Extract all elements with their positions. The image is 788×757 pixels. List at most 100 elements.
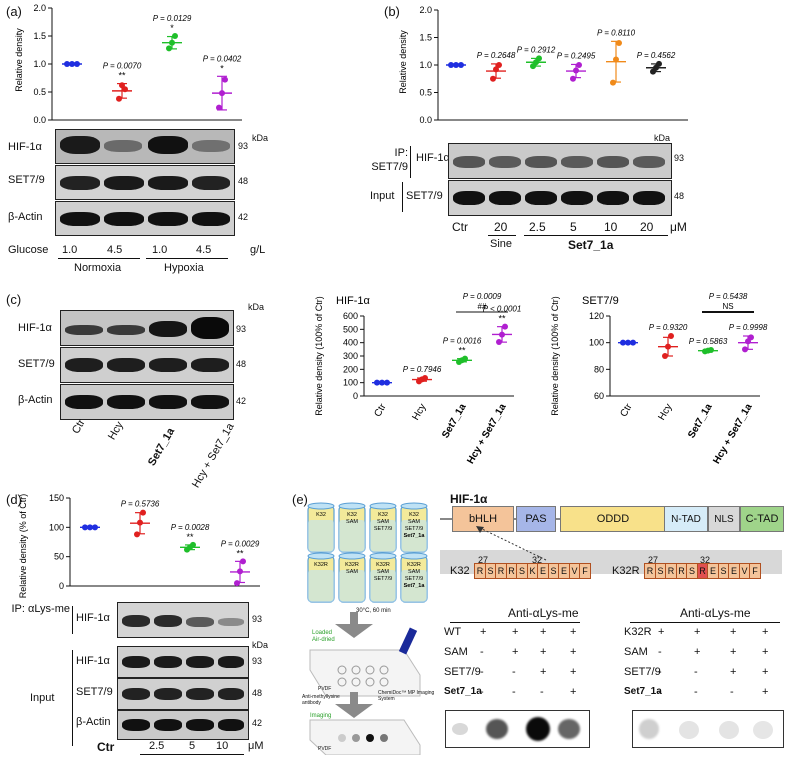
lane-d-ctr: Ctr (97, 740, 115, 754)
condition-mark: + (694, 646, 701, 658)
axes-d: 0 50 100 150 Relative density (% of Ctr) (18, 493, 260, 598)
data-point (87, 524, 93, 531)
data-point (496, 339, 502, 345)
lane-c-hcy: Hcy (106, 419, 126, 442)
glucose-3: 1.0 (152, 244, 168, 256)
axes-c1: 0 100 200 300 400 500 600 Relative density (100… (314, 296, 514, 416)
imaging-system-label: ChemiDoc™ MP Imaging System (378, 690, 435, 702)
data-point (748, 334, 754, 341)
comparison: NSP = 0.5438 (702, 292, 754, 313)
data-point (64, 61, 70, 67)
condition-mark: + (540, 626, 547, 638)
data-point (662, 353, 668, 359)
panel-label-e: (e) (292, 492, 308, 507)
air-dried-label: Air-dried (312, 637, 335, 643)
tube-label: SAM (346, 569, 358, 575)
data-point (620, 339, 626, 346)
data-point (384, 379, 390, 386)
series-4: P = 0.8110 (597, 28, 636, 86)
y-tick-label: 200 (343, 364, 358, 374)
condition-mark: + (762, 666, 769, 678)
anti-label-right: Anti-αLys-me (680, 606, 751, 620)
domain-pas: PAS (516, 506, 556, 532)
pos-32-k32: 32 (532, 555, 543, 565)
y-tick-label: 0.0 (33, 115, 46, 125)
kda-c-42: 42 (236, 396, 247, 406)
tube-label: SAM (377, 569, 389, 575)
tube-label: SET7/9 (374, 576, 392, 582)
row-b-set-label: SET7/9 (406, 190, 443, 202)
series-3: P = 0.9998 (729, 323, 768, 353)
loaded-label: Loaded (312, 630, 333, 636)
p-value: P = 0.9320 (649, 323, 688, 332)
data-point (453, 62, 459, 68)
data-point (448, 62, 454, 68)
data-point (458, 62, 464, 68)
data-point (219, 90, 225, 97)
condition-mark: + (570, 686, 577, 698)
condition-mark: + (570, 666, 577, 678)
data-point (374, 379, 380, 386)
y-axis-label: Relative density (% of Ctr) (18, 494, 28, 598)
dotblot-right (632, 710, 784, 748)
condition-label: Set7_1a (624, 686, 662, 697)
y-tick-label: 0 (59, 581, 64, 591)
p-value: P = 0.0028 (171, 523, 210, 532)
blot-c-set (60, 347, 234, 383)
data-point (708, 347, 714, 353)
dotblot-left (445, 710, 590, 748)
data-point (222, 76, 228, 83)
data-point (216, 104, 222, 111)
x-tick-label: Set7_1a (686, 402, 715, 441)
k32-residue: V (568, 563, 581, 579)
row-d-ip-hif-label: HIF-1α (76, 612, 110, 624)
condition-label: SAM (444, 646, 468, 658)
data-point (166, 45, 172, 52)
significance-mark: * (170, 23, 174, 33)
tube-label: SAM (346, 519, 358, 525)
blot-d-set (117, 678, 249, 710)
kda-d-48: 48 (252, 688, 263, 698)
condition-mark: - (480, 646, 484, 658)
series-0 (372, 379, 392, 386)
data-point (234, 580, 240, 587)
p-value: P < 0.0001 (483, 305, 522, 314)
condition-mark: - (658, 666, 662, 678)
data-point (172, 33, 178, 39)
y-tick-label: 50 (54, 552, 64, 562)
y-tick-label: 1.5 (33, 31, 46, 41)
significance-mark: ** (186, 532, 194, 542)
data-point (665, 343, 671, 350)
condition-mark: + (694, 626, 701, 638)
y-tick-label: 1.5 (419, 33, 432, 43)
p-value: P = 0.5736 (121, 500, 160, 509)
data-point (169, 39, 175, 46)
data-point (536, 55, 542, 62)
anti-label-left: Anti-αLys-me (508, 606, 579, 620)
lane-d-5: 5 (189, 740, 196, 752)
chart-title: HIF-1α (336, 295, 371, 307)
glucose-1: 1.0 (62, 244, 78, 256)
row-a-actin-label: β-Actin (8, 211, 43, 223)
drug-line-b (524, 235, 668, 236)
row-a-hif-label: HIF-1α (8, 141, 42, 153)
comparison: ##P = 0.0009 (456, 292, 508, 313)
condition-mark: - (512, 666, 516, 678)
blot-d-ip (117, 602, 249, 638)
significance-mark: * (220, 63, 224, 73)
blot-c-hif (60, 310, 234, 346)
data-point (122, 86, 128, 93)
k32-label: K32 (450, 565, 470, 577)
condition-label: Set7_1a (444, 686, 482, 697)
tube-label: K32R (407, 562, 421, 568)
kda-c-48: 48 (236, 359, 247, 369)
row-c-hif-label: HIF-1α (18, 322, 52, 334)
p-value: P = 0.4562 (637, 51, 676, 60)
kda-c: kDa (248, 302, 265, 312)
series-0 (80, 524, 100, 531)
data-point (630, 339, 636, 346)
data-point (502, 323, 508, 330)
p-value: P = 0.8110 (597, 28, 636, 37)
antibody-label: Anti-methyllysine antibody (302, 694, 340, 706)
